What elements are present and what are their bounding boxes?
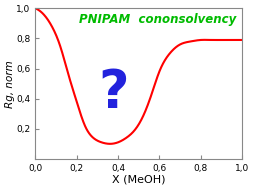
X-axis label: X (MeOH): X (MeOH) xyxy=(112,174,165,184)
Text: PNIPAM  cononsolvency: PNIPAM cononsolvency xyxy=(78,13,236,26)
Text: ?: ? xyxy=(99,67,129,119)
Y-axis label: Rg, norm: Rg, norm xyxy=(5,60,15,108)
